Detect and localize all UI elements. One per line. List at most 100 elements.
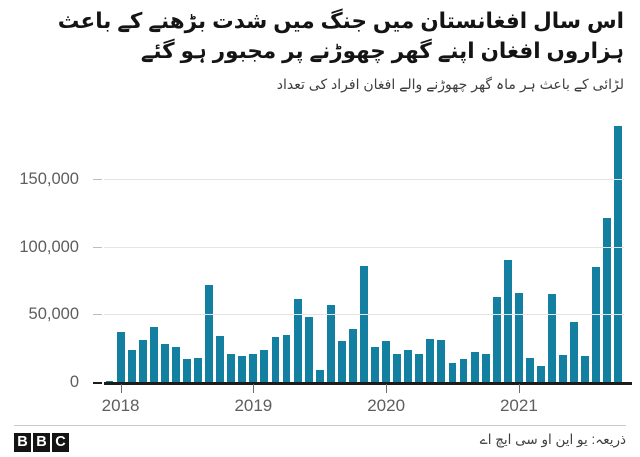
bbc-logo-letter: C [52,433,69,452]
bar [326,304,335,382]
bar-slot [281,118,292,382]
x-tick-mark [386,384,388,393]
bar [171,346,180,382]
y-tick-mark [93,246,102,248]
bar-slot [347,118,358,382]
bbc-logo-letter: B [33,433,50,452]
bar [183,359,191,382]
bar [537,365,545,382]
bar-slot [314,118,325,382]
bar [382,341,391,382]
source-label: ذریعہ: یو این او سی ایچ اے [479,432,626,447]
bar-slot [193,118,204,382]
bar [194,357,202,382]
gridline [104,178,624,180]
bar [548,294,556,382]
bar-slot [425,118,436,382]
bar [348,329,357,382]
bar [459,359,468,382]
bar [448,363,457,382]
bar [481,353,490,382]
bar-slot [381,118,392,382]
bar [249,353,258,382]
bar [160,344,169,382]
bar-slot [270,118,281,382]
bar [592,266,601,382]
plot-area: 150,000 100,000 50,000 0 [19,118,624,391]
bar [149,326,158,382]
x-tick-mark [518,384,520,393]
bar [603,218,612,382]
bar-slot [259,118,270,382]
bar [470,352,479,382]
bar [426,338,435,382]
bar-slot [502,118,513,382]
bar [238,356,247,382]
bar-slot [547,118,558,382]
bar-slot [137,118,148,382]
bar-slot [303,118,314,382]
y-tick-mark [93,314,102,316]
bar [437,340,446,382]
bar [216,335,225,382]
bar-slot [524,118,535,382]
bar-slot [336,118,347,382]
bar [371,346,379,382]
bar [559,354,568,382]
bar [614,126,623,382]
bar-slot [159,118,170,382]
bar [271,337,280,382]
bar [315,369,324,382]
bar-slot [325,118,336,382]
bar-slot [115,118,126,382]
bar [205,284,214,382]
bar-slot [104,118,115,382]
bar-slot [436,118,447,382]
y-axis-tick-label: 100,000 [19,237,79,256]
y-axis-tick-label: 150,000 [19,169,79,188]
bar-slot [358,118,369,382]
bar-slot [237,118,248,382]
x-axis-line [104,382,632,385]
bar [581,356,590,382]
bbc-logo-letter: B [14,433,31,452]
bar [514,292,523,382]
bar [570,322,579,382]
bar [404,349,413,382]
y-axis-tick-label: 50,000 [28,305,79,324]
bar-slot [226,118,237,382]
bar-series [104,118,624,382]
bar-slot [580,118,591,382]
bar-slot [248,118,259,382]
bar-slot [215,118,226,382]
chart-header: اس سال افغانستان میں جنگ میں شدت بڑھنے ک… [0,0,640,94]
bar [227,353,236,382]
bar [138,340,147,382]
x-axis-tick-label: 2021 [499,396,538,415]
bar [393,353,402,382]
bar-slot [535,118,546,382]
x-tick-mark [253,384,255,393]
chart-container: 150,000 100,000 50,000 0 2018 2019 2020 2021 [0,118,640,418]
bar-slot [292,118,303,382]
bar [525,357,534,382]
bar-slot [458,118,469,382]
bar [492,296,501,382]
gridline [104,314,624,316]
bar-slot [480,118,491,382]
x-axis-tick-label: 2019 [234,396,273,415]
bar-slot [392,118,403,382]
bar-slot [469,118,480,382]
bar-slot [513,118,524,382]
bar-slot [181,118,192,382]
bar-slot [370,118,381,382]
bar-slot [204,118,215,382]
bar-slot [126,118,137,382]
bar-slot [491,118,502,382]
bar [360,265,368,382]
bar-slot [558,118,569,382]
bar-slot [148,118,159,382]
